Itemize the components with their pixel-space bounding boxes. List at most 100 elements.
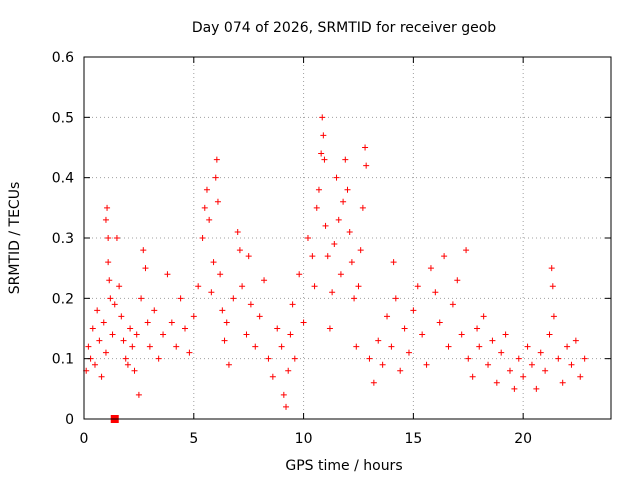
data-point [506,367,513,374]
data-point [353,343,360,350]
data-point [151,307,158,314]
data-point [419,331,426,338]
data-point [441,253,448,260]
data-point [243,331,250,338]
x-axis-title: GPS time / hours [285,458,402,474]
data-point [186,349,193,356]
data-point [414,283,421,290]
data-point [474,325,481,332]
data-point [234,228,241,235]
data-point [493,379,500,386]
y-tick-label: 0.4 [52,171,74,187]
data-point [239,283,246,290]
data-point [173,343,180,350]
data-point [223,319,230,326]
data-point [405,349,412,356]
data-point [265,355,272,362]
data-point [359,204,366,211]
data-point [324,253,331,260]
data-point [230,295,237,302]
data-point [333,174,340,181]
data-point [319,114,326,121]
data-point [91,361,98,368]
data-point [195,283,202,290]
data-point [122,355,129,362]
data-point [401,325,408,332]
data-point [164,271,171,278]
data-point [213,156,220,163]
data-point [390,259,397,266]
data-point [410,307,417,314]
data-point [203,186,210,193]
data-point [105,235,112,241]
data-point [245,253,252,260]
data-point [269,373,276,380]
data-point [427,265,434,272]
data-point [449,301,456,308]
x-tick-label: 10 [295,431,313,447]
data-point [135,391,142,398]
data-point [283,403,290,410]
data-point [210,259,217,266]
data-point [133,331,140,338]
data-point [489,337,496,344]
data-point [261,277,268,284]
data-point [98,373,105,380]
data-point [363,162,370,169]
data-point [331,241,338,248]
data-point [469,373,476,380]
data-point [454,277,461,284]
data-point [256,313,263,320]
data-point [550,313,557,320]
data-point [320,132,327,139]
data-point [362,144,369,151]
data-point [520,373,527,380]
data-point [366,355,373,362]
data-point [342,156,349,163]
data-point [94,307,101,314]
data-point [182,325,189,332]
data-point [436,319,443,326]
data-point [321,156,328,163]
chart-title: Day 074 of 2026, SRMTID for receiver geo… [192,20,496,36]
data-point [85,343,92,350]
data-point [313,204,320,211]
data-point [315,186,322,193]
data-point [131,367,138,374]
x-tick-label: 0 [80,431,89,447]
data-point [577,373,584,380]
data-point [388,343,395,350]
data-point [106,277,113,284]
data-point [127,325,134,332]
data-point [344,186,351,193]
data-point [168,319,175,326]
y-tick-label: 0.1 [52,352,74,368]
y-tick-label: 0.5 [52,110,74,126]
data-point [109,331,116,338]
data-point [124,361,131,368]
data-point [102,349,109,356]
data-point [318,150,325,157]
data-point [480,313,487,320]
data-point [252,343,259,350]
data-point [104,204,111,211]
data-point [89,325,96,332]
y-tick-label: 0 [65,412,74,428]
data-point [138,295,145,302]
data-point [199,235,206,241]
y-axis-ticks: 0 0.1 0.2 0.3 0.4 0.5 0.6 [52,50,611,428]
data-point [105,259,112,266]
data-point [463,247,470,254]
y-tick-label: 0.6 [52,50,74,66]
data-point [113,235,120,241]
data-point [397,367,404,374]
data-point [340,198,347,205]
data-point [423,361,430,368]
data-point [129,343,136,350]
x-axis-ticks: 0 5 10 15 20 [80,57,532,447]
data-point [212,174,219,181]
data-point [111,301,118,308]
data-point [357,247,364,254]
data-point [375,337,382,344]
